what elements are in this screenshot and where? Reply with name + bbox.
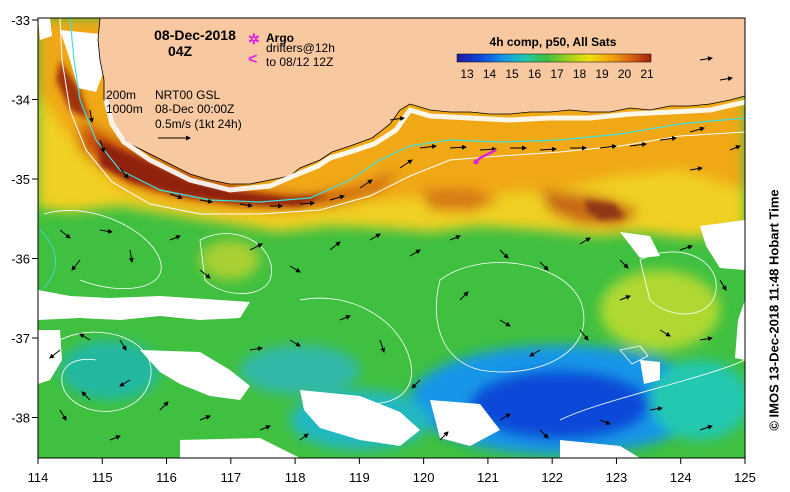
x-tick-label: 119: [349, 470, 370, 485]
map-time: 04Z: [168, 43, 193, 59]
colorbar-tick-label: 14: [483, 67, 497, 81]
colorbar: 4h comp, p50, All Sats 13 14 15 16 17 18 19 20 2…: [456, 35, 654, 81]
y-axis: -33 -34 -35 -36 -37 -38: [11, 13, 38, 426]
x-axis: 114 115 116 117 118 119 120 121 122 123 124 125: [28, 458, 756, 485]
colorbar-title: 4h comp, p50, All Sats: [490, 35, 617, 49]
x-tick-label: 124: [670, 470, 692, 485]
x-tick-label: 121: [477, 470, 499, 485]
colorbar-tick-label: 21: [640, 67, 654, 81]
drifter-marker-icon: <: [248, 51, 257, 68]
colorbar-ticks: 13 14 15 16 17 18 19 20 21: [460, 67, 654, 81]
colorbar-gradient: [456, 53, 652, 63]
y-tick-label: -33: [11, 13, 30, 28]
argo-marker-icon: ✲: [248, 31, 260, 47]
argo-label: Argo: [266, 31, 294, 45]
argo-legend: ✲ Argo: [248, 31, 294, 47]
colorbar-tick-label: 17: [550, 67, 564, 81]
x-tick-label: 114: [28, 470, 49, 485]
product-line1: NRT00 GSL: [155, 88, 220, 102]
credit-label: © IMOS 13-Dec-2018 11:48 Hobart Time: [766, 189, 782, 431]
y-tick-label: -36: [11, 252, 30, 267]
coastal-no-data-rim: [103, 99, 745, 193]
contour-label-200m: 200m: [106, 88, 136, 102]
x-tick-label: 118: [285, 470, 306, 485]
contour-label-1000m: 1000m: [106, 102, 143, 116]
y-tick-label: -38: [11, 411, 30, 426]
drifter-label-line2: to 08/12 12Z: [266, 55, 333, 69]
scale-label: 0.5m/s (1kt 24h): [155, 117, 242, 131]
product-line2: 08-Dec 00:00Z: [155, 102, 234, 116]
colorbar-tick-label: 15: [505, 67, 519, 81]
contour-200m: [69, 18, 745, 203]
x-tick-label: 123: [606, 470, 628, 485]
drifter-legend: < drifters@12h to 08/12 12Z: [248, 41, 335, 69]
x-tick-label: 125: [734, 470, 756, 485]
colorbar-tick-label: 13: [460, 67, 474, 81]
colorbar-tick-label: 20: [618, 67, 632, 81]
colorbar-tick-label: 16: [528, 67, 542, 81]
x-tick-label: 117: [220, 470, 241, 485]
plot-frame: [37, 17, 746, 459]
colorbar-tick-label: 19: [595, 67, 609, 81]
bathymetry-contours: [39, 18, 745, 421]
x-tick-label: 122: [541, 470, 563, 485]
drifter-label-line1: drifters@12h: [266, 41, 335, 55]
x-tick-label: 116: [156, 470, 177, 485]
colorbar-tick-label: 18: [573, 67, 587, 81]
x-tick-label: 115: [92, 470, 113, 485]
cloud-no-data: [38, 18, 745, 458]
current-vectors: [49, 56, 741, 441]
y-tick-label: -34: [11, 93, 30, 108]
map-plot-area: [38, 18, 745, 458]
x-tick-label: 120: [413, 470, 435, 485]
drifter-track: [473, 148, 497, 165]
map-date: 08-Dec-2018: [154, 27, 236, 43]
y-tick-label: -35: [11, 172, 30, 187]
y-tick-label: -37: [11, 331, 30, 346]
contour-1000m: [59, 18, 745, 215]
